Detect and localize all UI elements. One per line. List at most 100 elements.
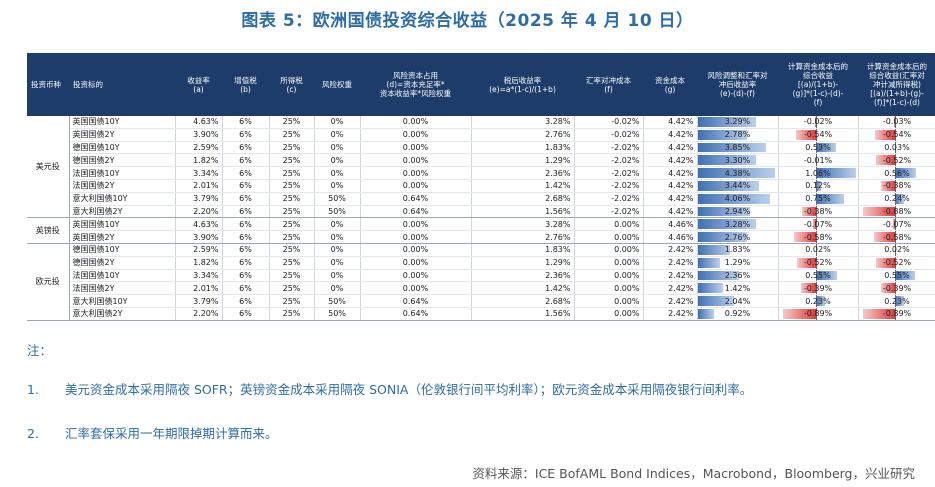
data-bar [816, 180, 821, 191]
bar-value-label: 2.94% [724, 206, 751, 216]
value-cell-c: 25% [269, 243, 315, 257]
value-cell-w: 0% [314, 166, 361, 180]
data-bar [801, 206, 817, 217]
value-cell-c: 25% [269, 153, 315, 168]
data-bar [697, 244, 731, 255]
data-bar [697, 296, 734, 306]
data-bar [697, 129, 747, 140]
data-bar [697, 180, 759, 191]
databar-cell-i: 0.55% [778, 269, 859, 283]
value-cell-w: 0% [314, 141, 361, 155]
databar-cell-h: 2.94% [697, 205, 779, 219]
databar-cell-i: -0.01% [778, 153, 859, 168]
databar-cell-h: 2.36% [697, 269, 779, 283]
bar-axis [895, 282, 897, 294]
column-header: 所得税 (c) [269, 53, 314, 116]
value-cell-e: 2.36% [471, 166, 575, 180]
table-row: 美元投 英国国债10Y 4.63% 6% 25% 0% 0.00% 3.28% -0.02% 4.… [27, 116, 935, 219]
bond-name-cell: 意大利国债10Y [69, 294, 176, 308]
value-cell-b: 6% [222, 141, 270, 155]
value-cell-f: -2.02% [574, 179, 644, 193]
bar-value-label: 1.29% [724, 258, 751, 268]
bond-name-cell: 法国国债10Y [69, 269, 176, 283]
bar-value-label: 2.04% [724, 296, 751, 306]
bar-value-label: -0.89% [803, 309, 833, 319]
bar-value-label: -0.54% [803, 130, 833, 140]
data-bar [697, 283, 723, 294]
value-cell-e: 3.28% [471, 116, 575, 129]
value-cell-e: 2.68% [471, 294, 575, 308]
value-cell-b: 6% [222, 166, 270, 180]
value-cell-g: 4.42% [643, 141, 698, 155]
value-cell-w: 0% [314, 153, 361, 168]
databar-cell-j: 0.24% [858, 192, 935, 206]
databar-cell-j: 0.02% [858, 243, 935, 257]
bar-axis [895, 192, 897, 205]
bar-axis [895, 179, 897, 192]
bar-axis [895, 243, 897, 256]
databar-cell-j: -0.58% [858, 230, 935, 244]
value-cell-w: 50% [314, 294, 361, 308]
note-number: 1. [27, 382, 39, 397]
value-cell-w: 0% [314, 269, 361, 283]
value-cell-g: 4.42% [643, 116, 698, 129]
value-cell-e: 1.83% [471, 141, 575, 155]
value-cell-f: 0.00% [574, 281, 644, 296]
value-cell-w: 0% [314, 116, 361, 129]
bar-value-label: 2.36% [724, 270, 751, 280]
databar-cell-i: -0.52% [778, 256, 859, 270]
bond-name-cell: 法国国债2Y [69, 179, 176, 193]
value-cell-d: 0.00% [360, 269, 472, 283]
bar-value-label: -0.54% [882, 130, 912, 140]
bar-axis [895, 269, 897, 281]
databar-cell-i: 0.53% [778, 141, 859, 155]
column-header: 汇率对冲成本 (f) [574, 53, 643, 116]
value-cell-a: 2.59% [175, 141, 223, 155]
value-cell-b: 6% [222, 269, 270, 283]
data-bar [816, 193, 845, 204]
table-row: 英国国债2Y 3.90% 6% 25% 0% 0.00% 2.76% 0.00% 4.46% 2.… [27, 230, 935, 244]
databar-cell-h: 3.29% [697, 116, 779, 129]
databar-cell-j: -0.89% [858, 307, 935, 321]
value-cell-g: 2.42% [643, 281, 698, 296]
value-cell-f: -0.02% [574, 128, 644, 142]
bar-value-label: -0.03% [882, 117, 912, 127]
bar-axis [816, 231, 818, 243]
value-cell-e: 1.83% [471, 243, 575, 257]
table-row: 意大利国债10Y 3.79% 6% 25% 50% 0.64% 2.68% 0.00% 2.42… [27, 294, 935, 308]
value-cell-a: 3.79% [175, 294, 223, 308]
table-row: 意大利国债10Y 3.79% 6% 25% 50% 0.64% 2.68% -2.02% 4.4… [27, 192, 935, 206]
table-row: 法国国债2Y 2.01% 6% 25% 0% 0.00% 1.42% -2.02% 4.42% 3… [27, 179, 935, 193]
value-cell-a: 2.01% [175, 281, 223, 296]
bar-axis [895, 116, 897, 128]
bar-value-label: -0.88% [882, 206, 912, 216]
databar-cell-h: 2.04% [697, 294, 779, 308]
value-cell-g: 4.42% [643, 205, 698, 219]
databar-cell-h: 3.28% [697, 217, 779, 232]
value-cell-b: 6% [222, 294, 270, 308]
databar-cell-i: -0.38% [778, 205, 859, 219]
data-bar [876, 257, 896, 268]
data-bar [697, 168, 776, 178]
value-cell-w: 0% [314, 230, 361, 244]
value-cell-e: 2.68% [471, 192, 575, 206]
data-bar [816, 168, 856, 178]
databar-cell-h: 4.06% [697, 192, 779, 206]
bar-value-label: 0.56% [884, 168, 910, 178]
bar-axis [895, 205, 897, 217]
value-cell-b: 6% [222, 217, 270, 232]
databar-cell-j: -0.54% [858, 128, 935, 142]
data-bar [862, 308, 896, 319]
databar-cell-h: 3.44% [697, 179, 779, 193]
bar-axis [816, 282, 818, 294]
value-cell-c: 25% [269, 166, 315, 180]
data-bar [795, 129, 817, 140]
bar-axis [895, 218, 897, 230]
table-row: 德国国债2Y 1.82% 6% 25% 0% 0.00% 1.29% -2.02% 4.42% 3… [27, 153, 935, 168]
databar-cell-j: -0.38% [858, 179, 935, 193]
data-bar [697, 257, 721, 268]
table-row: 英国国债2Y 3.90% 6% 25% 0% 0.00% 2.76% -0.02% 4.42% 2… [27, 128, 935, 142]
value-cell-g: 2.42% [643, 243, 698, 257]
value-cell-g: 4.42% [643, 128, 698, 142]
data-bar [881, 180, 896, 191]
